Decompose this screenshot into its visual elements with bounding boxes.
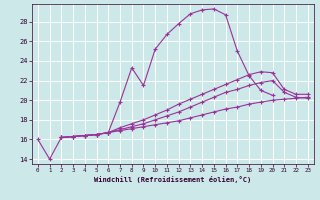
X-axis label: Windchill (Refroidissement éolien,°C): Windchill (Refroidissement éolien,°C) — [94, 176, 252, 183]
